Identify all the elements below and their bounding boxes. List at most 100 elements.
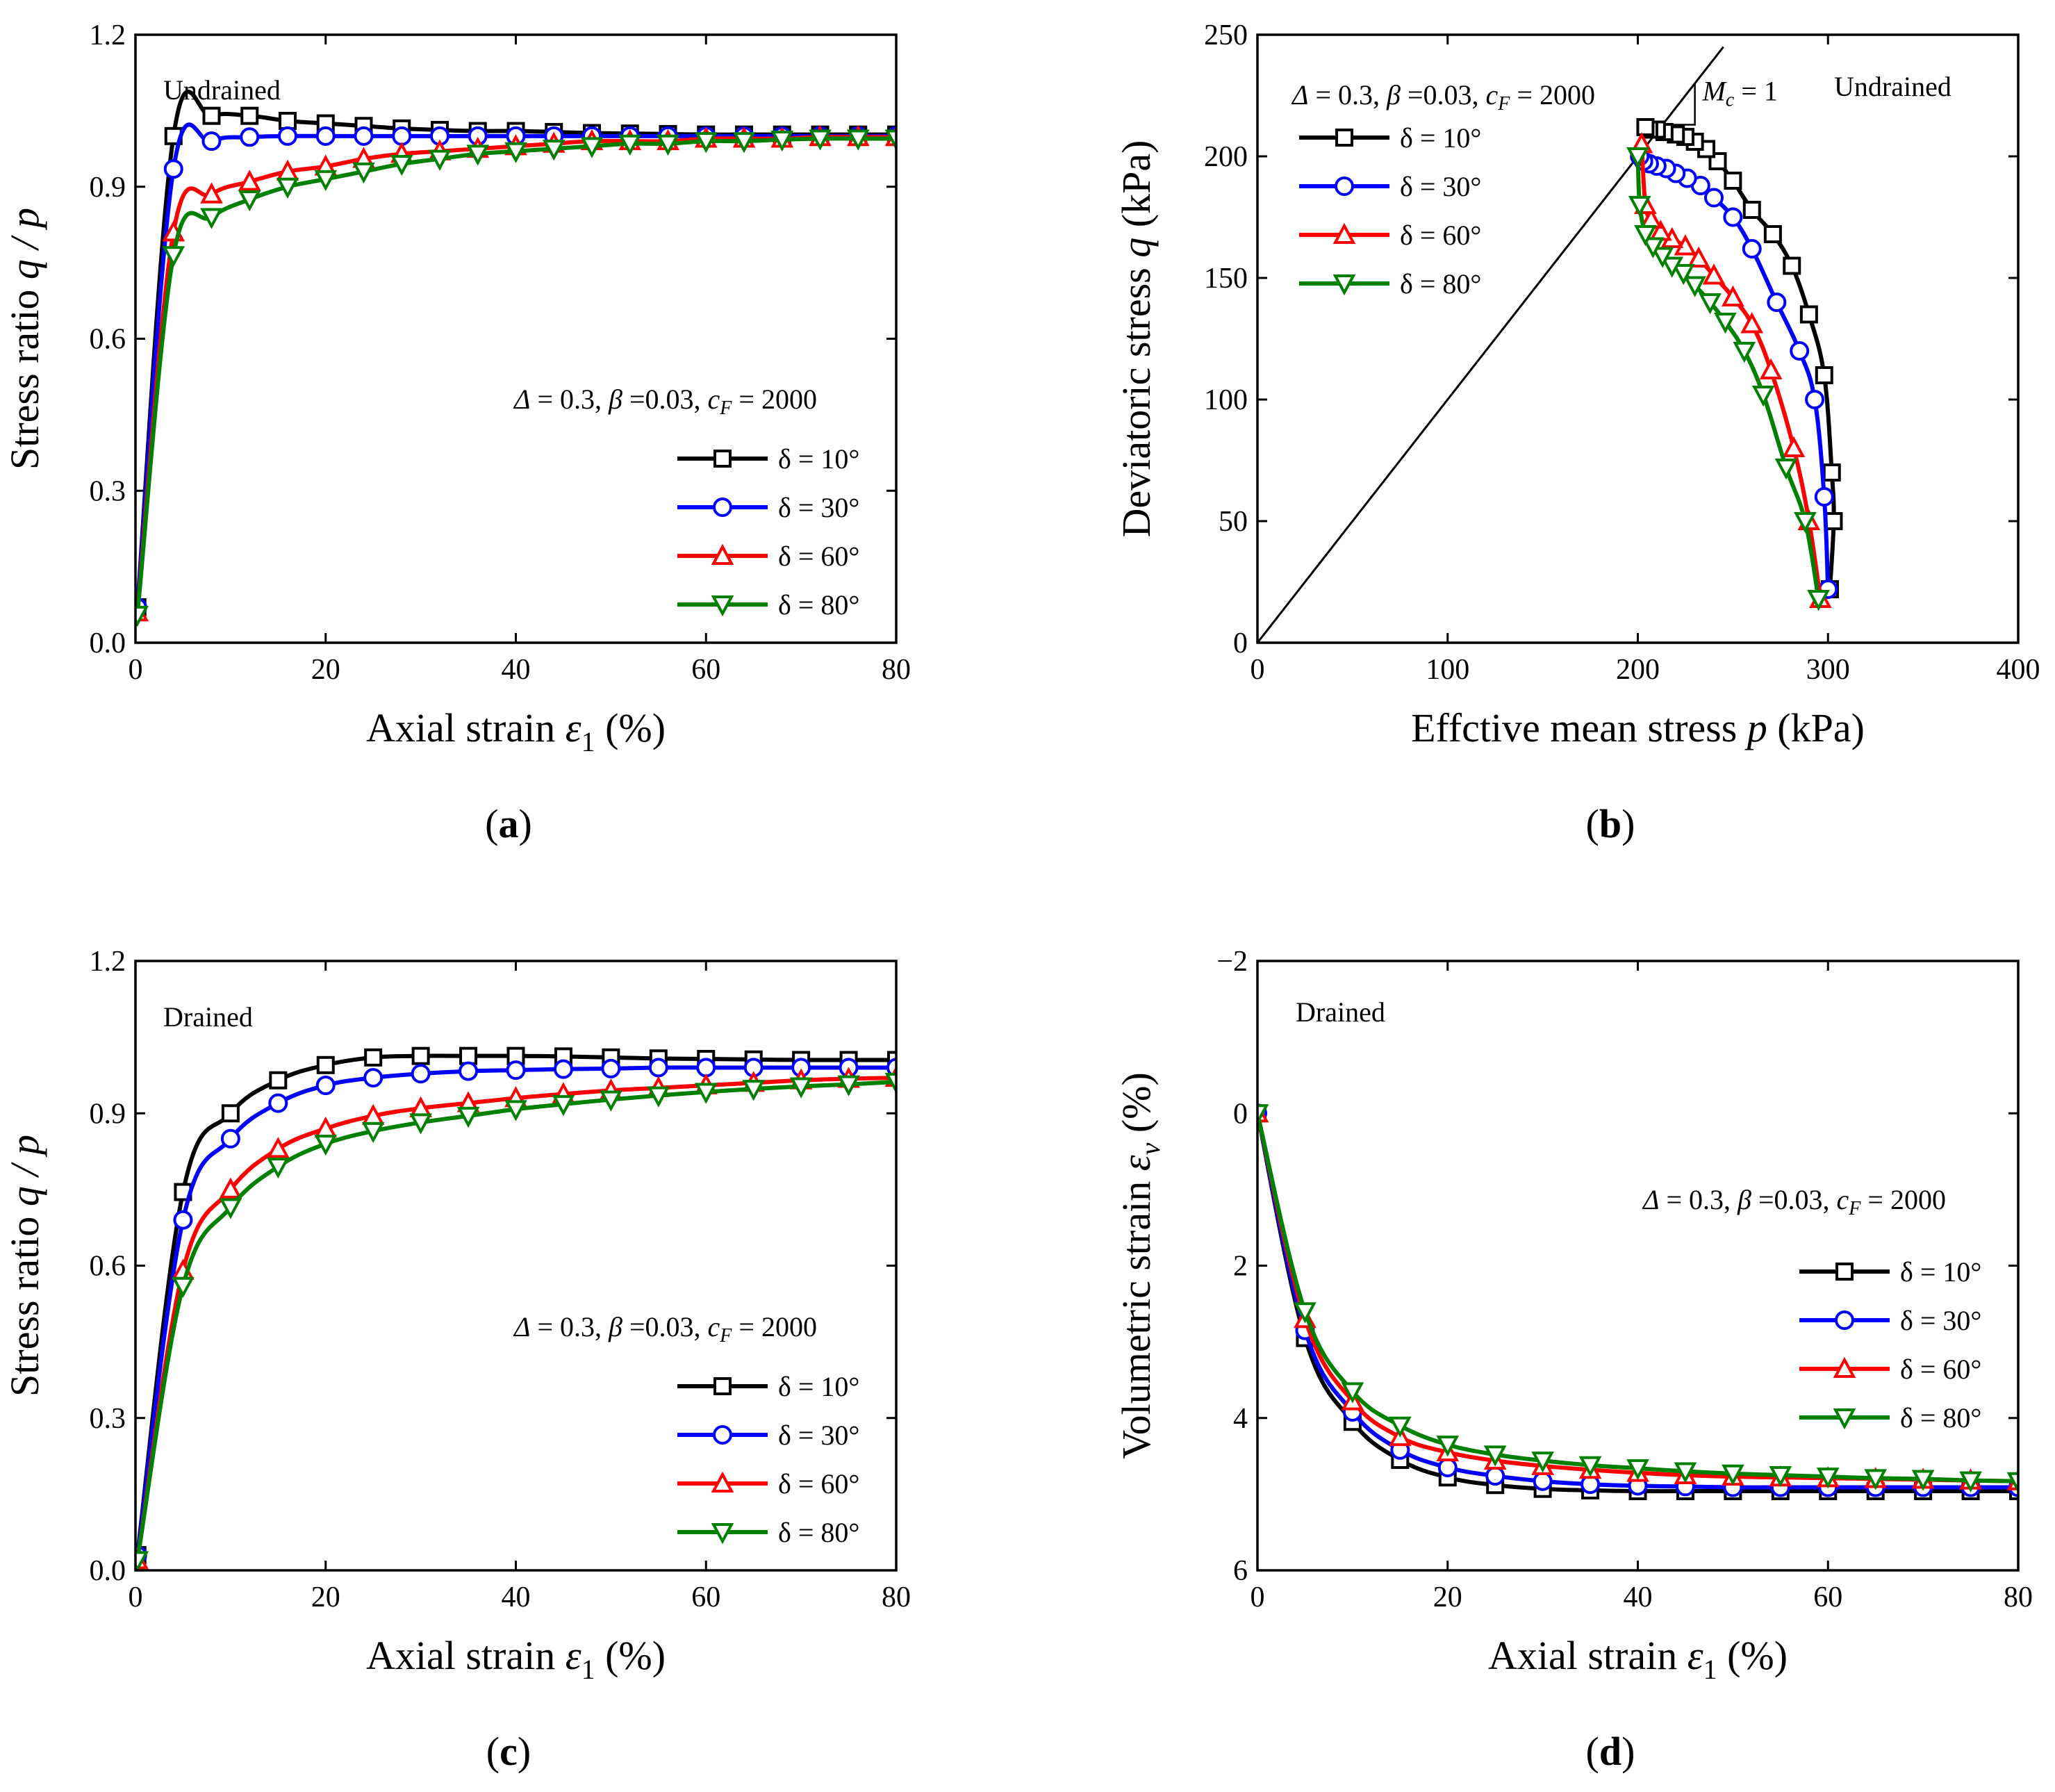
legend-entry: δ = 60° (778, 1468, 859, 1499)
x-axis-label: Axial strain ε1 (%) (1488, 1633, 1788, 1685)
data-point-marker (1437, 1458, 1458, 1478)
data-point-marker (1733, 342, 1756, 363)
y-axis-label: Volumetric strain εv (%) (1114, 1072, 1166, 1459)
y-tick-label: 150 (1204, 263, 1248, 295)
data-point-marker (221, 1104, 240, 1123)
plot-frame (134, 33, 898, 644)
x-tick-label: 0 (1251, 1581, 1265, 1613)
data-point-marker (1740, 312, 1764, 334)
data-point-marker (459, 1061, 479, 1081)
data-point-marker (657, 134, 679, 156)
data-point-marker (1388, 1416, 1412, 1438)
series-b-0 (1636, 118, 1843, 598)
y-tick-label: 1.2 (90, 946, 126, 978)
data-point-marker (1341, 1382, 1364, 1404)
condition-label: Drained (163, 1001, 253, 1033)
data-point-marker (1742, 239, 1762, 258)
data-point-marker (1722, 1464, 1744, 1486)
data-point-marker (1704, 188, 1724, 208)
data-point-marker (266, 1157, 290, 1179)
y-tick-label: 100 (1204, 384, 1248, 416)
data-point-marker (1714, 313, 1737, 334)
legend-entry: δ = 30° (778, 1420, 859, 1451)
x-tick-label: 60 (1813, 1581, 1842, 1613)
data-point-marker (1723, 207, 1743, 227)
data-point-marker (456, 1106, 480, 1128)
data-point-marker (1959, 1471, 1982, 1493)
data-point-marker (1763, 225, 1782, 243)
y-tick-label: 0.6 (90, 1251, 126, 1283)
data-point-marker (2006, 1472, 2018, 1493)
parameters-annotation: Δ = 0.3, β =0.03, cF = 2000 (513, 384, 817, 419)
legend-entry: δ = 30° (1400, 171, 1481, 202)
data-point-marker (542, 140, 566, 161)
data-point-marker (1626, 147, 1649, 169)
legend-entry: δ = 80° (778, 1517, 859, 1548)
x-tick-label: 80 (882, 654, 911, 686)
chart-panel-d: 0 20 40 60 80 −2 0 2 4 6 Drained Δ = 0.3, β =0.03, … (1114, 946, 2033, 1774)
data-point-marker (1767, 293, 1787, 312)
series-a-3 (135, 129, 896, 627)
y-tick-label: 4 (1233, 1403, 1248, 1435)
data-point-marker (770, 130, 794, 152)
data-point-marker (364, 1048, 383, 1067)
legend-marker (713, 498, 732, 517)
parameters-annotation: Δ = 0.3, β =0.03, cF = 2000 (1291, 79, 1595, 115)
legend-entry: δ = 80° (1900, 1402, 1981, 1433)
data-point-marker (789, 1077, 813, 1099)
data-point-marker (1642, 237, 1665, 258)
data-point-marker (200, 208, 223, 229)
data-point-marker (240, 127, 260, 147)
data-point-marker (1485, 1466, 1505, 1486)
data-point-marker (315, 126, 336, 146)
data-point-marker (1794, 512, 1817, 534)
legend: δ = 10° δ = 30° δ = 60° δ = 80° (677, 1371, 859, 1548)
y-tick-label: 0 (1233, 1098, 1248, 1130)
series-d-3 (1257, 1104, 2018, 1493)
data-point-marker (200, 182, 223, 204)
data-point-marker (1699, 293, 1722, 315)
legend-entry: δ = 60° (1900, 1354, 1981, 1385)
data-point-marker (694, 132, 718, 154)
data-point-marker (1759, 358, 1783, 379)
y-tick-label: 0.3 (90, 1403, 126, 1435)
data-point-marker (601, 1058, 621, 1078)
data-point-marker (466, 145, 490, 166)
y-axis-label: Deviatoric stress q (kPa) (1114, 140, 1159, 538)
series-b-3 (1626, 147, 1830, 611)
data-point-marker (201, 131, 222, 151)
x-axis-label: Effctive mean stress p (kPa) (1411, 705, 1865, 750)
data-point-marker (1807, 590, 1830, 611)
data-point-marker (428, 149, 452, 171)
data-point-marker (1742, 201, 1761, 219)
legend: δ = 10° δ = 30° δ = 60° δ = 80° (1799, 1256, 1981, 1433)
data-point-marker (316, 1055, 335, 1074)
y-tick-label: 6 (1233, 1555, 1248, 1587)
parameters-annotation: Δ = 0.3, β =0.03, cF = 2000 (1642, 1184, 1946, 1219)
data-point-marker (220, 1128, 240, 1149)
legend-marker (1332, 222, 1356, 244)
data-point-marker (390, 154, 413, 176)
data-point-marker (1634, 225, 1657, 247)
series-b-2 (1630, 132, 1832, 608)
legend-marker (1833, 1408, 1856, 1430)
legend-entry: δ = 30° (778, 492, 859, 523)
series-line (1257, 1112, 2018, 1494)
x-tick-label: 80 (2004, 1581, 2033, 1613)
data-point-marker (363, 1068, 383, 1088)
y-tick-label: 200 (1204, 141, 1248, 173)
x-tick-label: 20 (311, 654, 340, 686)
data-point-marker (219, 1198, 242, 1219)
data-point-marker (172, 1276, 195, 1298)
data-point-marker (1672, 264, 1695, 286)
data-point-marker (694, 1083, 718, 1104)
legend-marker (1332, 274, 1356, 296)
x-tick-label: 0 (129, 654, 143, 686)
x-tick-label: 80 (882, 1581, 911, 1613)
data-point-marker (553, 1059, 573, 1079)
y-tick-label: 0.0 (90, 627, 126, 659)
x-tick-label: 400 (1997, 654, 2040, 686)
legend-marker (713, 450, 732, 468)
series-c-3 (135, 1072, 896, 1570)
